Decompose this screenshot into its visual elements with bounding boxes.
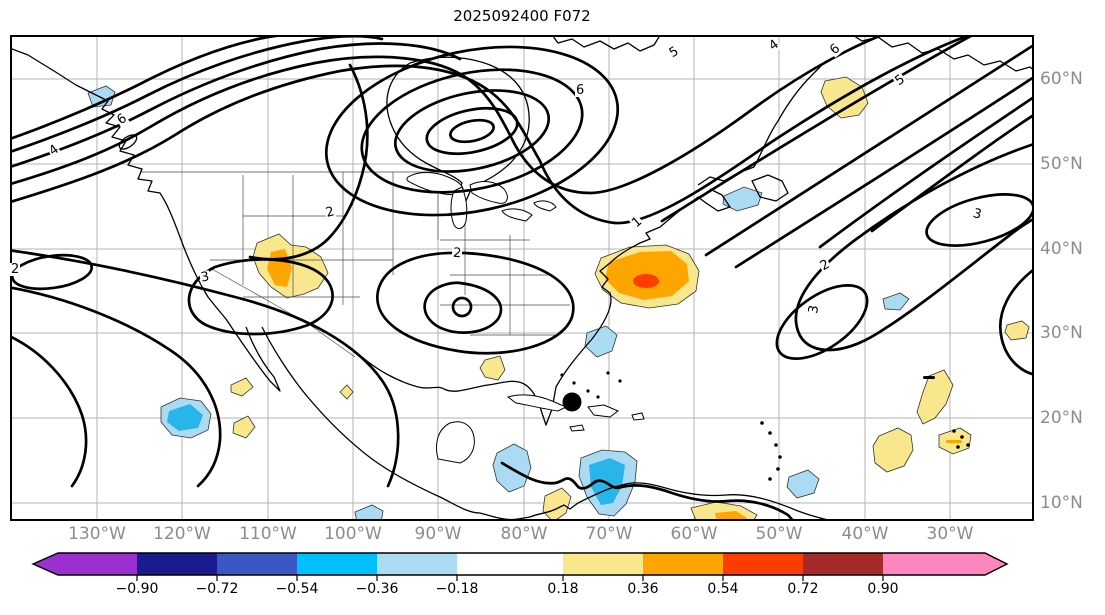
- colorbar-tick-label: −0.36: [355, 581, 399, 597]
- contour-label: 6: [575, 83, 586, 98]
- colorbar-tick-label: −0.54: [275, 581, 319, 597]
- lon-tick-label: 100°W: [324, 524, 382, 544]
- anomaly-patches: [87, 76, 1030, 521]
- coastline: [10, 35, 1034, 521]
- lon-tick-label: 80°W: [500, 524, 548, 544]
- contour-label: 3: [806, 303, 823, 316]
- colorbar-left-arrow: [33, 553, 137, 575]
- colorbar-tick-label: −0.90: [115, 581, 159, 597]
- lon-tick-label: 130°W: [68, 524, 126, 544]
- lon-tick-label: 30°W: [926, 524, 974, 544]
- lon-tick-label: 70°W: [585, 524, 633, 544]
- map-plot-area: [10, 35, 1034, 521]
- chart-title: 2025092400 F072: [453, 7, 591, 25]
- lat-tick-label: 20°N: [1040, 408, 1083, 428]
- colorbar-tick-label: 0.90: [867, 581, 899, 597]
- lon-tick-label: 60°W: [670, 524, 718, 544]
- lon-tick-label: 120°W: [153, 524, 211, 544]
- lat-tick-label: 50°N: [1040, 154, 1083, 174]
- contour-label: 3: [198, 269, 212, 286]
- island-specks: [560, 371, 970, 481]
- contour-label: 2: [10, 262, 21, 277]
- map-canvas: [10, 35, 1034, 521]
- colorbar-tick-label: −0.72: [195, 581, 239, 597]
- colorbar-tick-label: 0.36: [627, 581, 659, 597]
- lat-tick-label: 10°N: [1040, 493, 1083, 513]
- lon-tick-label: 50°W: [755, 524, 803, 544]
- colorbar-tick-label: −0.18: [435, 581, 479, 597]
- lon-tick-label: 90°W: [414, 524, 462, 544]
- colorbar-tick-label: 0.18: [547, 581, 579, 597]
- colorbar-ticks: [136, 575, 884, 581]
- lon-tick-label: 110°W: [239, 524, 297, 544]
- colorbar-right-arrow: [883, 553, 1007, 575]
- storm-position-marker: [562, 392, 582, 412]
- lakes-islands: [406, 172, 970, 481]
- colorbar-tick-label: 0.72: [787, 581, 819, 597]
- lat-tick-label: 40°N: [1040, 239, 1083, 259]
- lat-tick-label: 30°N: [1040, 323, 1083, 343]
- plot-frame: [10, 35, 1034, 521]
- lat-tick-label: 60°N: [1040, 69, 1083, 89]
- contour-label: 2: [451, 245, 463, 262]
- colorbar-tick-label: 0.54: [707, 581, 739, 597]
- lon-tick-label: 40°W: [841, 524, 889, 544]
- colorbar: [31, 552, 1009, 581]
